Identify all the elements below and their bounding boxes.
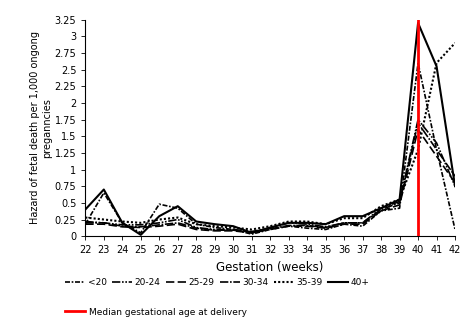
X-axis label: Gestation (weeks): Gestation (weeks) [217, 261, 324, 274]
Legend: Median gestational age at delivery: Median gestational age at delivery [62, 304, 251, 320]
Y-axis label: Hazard of fetal death per 1,000 ongong
preganncies: Hazard of fetal death per 1,000 ongong p… [30, 31, 52, 224]
Legend: <20, 20-24, 25-29, 30-34, 35-39, 40+: <20, 20-24, 25-29, 30-34, 35-39, 40+ [62, 275, 373, 291]
